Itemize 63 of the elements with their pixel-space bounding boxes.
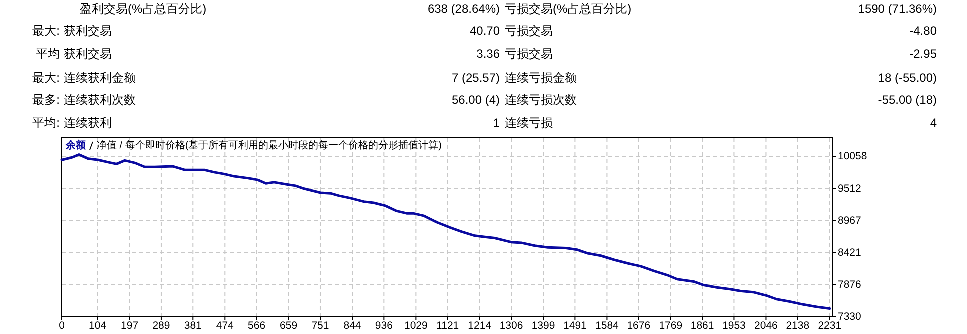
- text: -4.80: [910, 24, 938, 38]
- text: 亏损交易: [505, 47, 553, 61]
- x-tick-label: 1676: [627, 320, 651, 332]
- text: 40.70: [470, 24, 500, 38]
- text: 4: [930, 116, 938, 130]
- text: 亏损交易: [505, 24, 553, 38]
- x-tick-label: 2231: [818, 320, 842, 332]
- x-tick-label: 381: [184, 320, 202, 332]
- x-tick-label: 1121: [436, 320, 460, 332]
- x-tick-label: 2138: [786, 320, 810, 332]
- x-tick-label: 1399: [532, 320, 556, 332]
- text: 1590 (71.36%): [858, 2, 937, 16]
- y-tick-label: 8967: [838, 214, 862, 227]
- x-tick-label: 197: [121, 320, 139, 332]
- x-tick-label: 1306: [500, 320, 524, 332]
- text: 18 (-55.00): [878, 71, 937, 85]
- text: 获利交易: [64, 24, 112, 38]
- text: -55.00 (18): [878, 93, 937, 107]
- text: 平均:: [32, 116, 60, 130]
- text: 1: [493, 116, 500, 130]
- text: 亏损交易(%占总百分比): [505, 2, 632, 16]
- x-tick-label: 1214: [468, 320, 492, 332]
- text: 连续亏损次数: [505, 93, 577, 107]
- text: 连续获利: [64, 116, 112, 130]
- x-tick-label: 1029: [404, 320, 428, 332]
- x-tick-label: 659: [280, 320, 298, 332]
- x-tick-label: 104: [89, 320, 107, 332]
- y-tick-label: 9512: [838, 182, 862, 195]
- text: 盈利交易(%占总百分比): [80, 2, 207, 16]
- y-tick-label: 7876: [838, 278, 862, 291]
- x-tick-label: 936: [375, 320, 394, 332]
- text: 56.00 (4): [452, 93, 500, 107]
- text: 7 (25.57): [452, 71, 500, 85]
- x-tick-label: 0: [59, 320, 66, 332]
- series-label: 余额: [65, 140, 87, 152]
- text: 连续获利金额: [64, 71, 136, 85]
- x-tick-label: 566: [248, 320, 266, 332]
- text: 平均: [36, 47, 60, 61]
- x-tick-label: 1953: [722, 320, 746, 332]
- x-tick-label: 289: [152, 320, 170, 332]
- text: 最大:: [32, 24, 60, 38]
- x-tick-label: 844: [344, 320, 362, 332]
- text: 最大:: [32, 71, 60, 85]
- x-tick-label: 2046: [754, 320, 778, 332]
- x-tick-label: 751: [312, 320, 330, 332]
- text: 连续亏损金额: [505, 71, 577, 85]
- text: -2.95: [910, 47, 938, 61]
- text: 连续获利次数: [64, 93, 136, 107]
- y-tick-label: 8421: [838, 246, 862, 259]
- x-tick-label: 1769: [659, 320, 683, 332]
- text: 最多:: [32, 93, 60, 107]
- text: 获利交易: [64, 47, 112, 61]
- x-tick-label: 1491: [564, 320, 588, 332]
- text: 3.36: [476, 47, 500, 61]
- text: 连续亏损: [505, 116, 553, 130]
- chart-subtitle: 净值 / 每个即时价格(基于所有可利用的最小时段的每一个价格的分形插值计算): [97, 140, 442, 152]
- text: 638 (28.64%): [428, 2, 500, 16]
- x-tick-label: 474: [216, 320, 234, 332]
- x-tick-label: 1861: [690, 320, 714, 332]
- x-tick-label: 1584: [596, 320, 620, 332]
- y-tick-label: 7330: [838, 311, 862, 323]
- line-series: [60, 154, 832, 310]
- y-tick-label: 10058: [838, 150, 868, 163]
